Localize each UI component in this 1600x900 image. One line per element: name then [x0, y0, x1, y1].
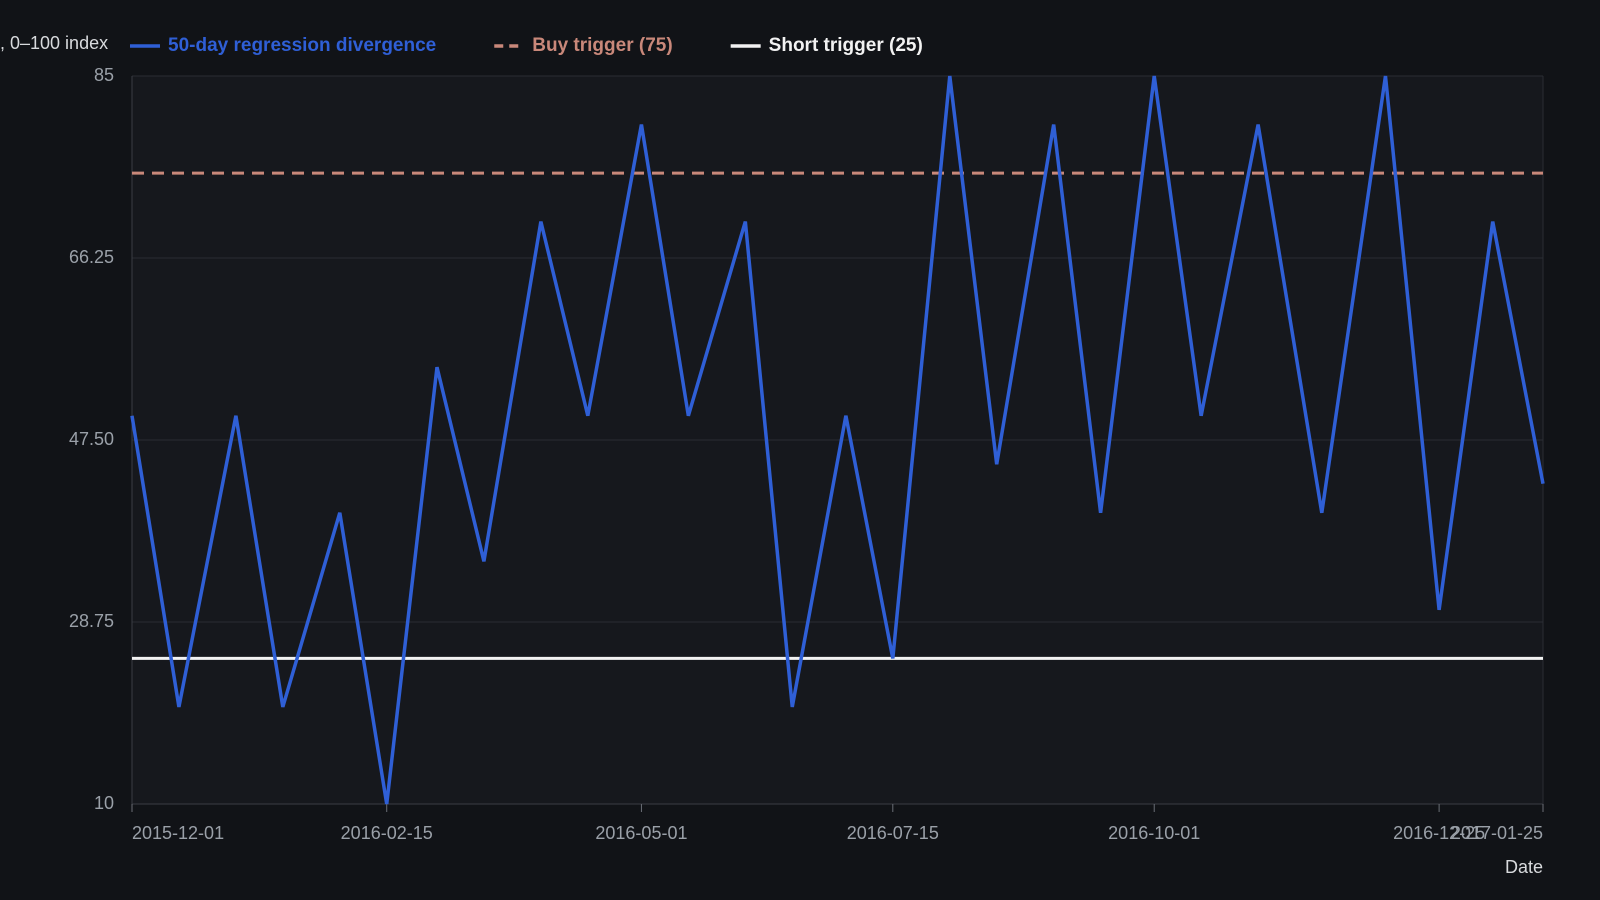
y-tick-label: 66.25 — [69, 247, 114, 267]
y-axis-label: , 0–100 index — [0, 33, 108, 53]
legend-label: 50-day regression divergence — [168, 35, 436, 56]
x-tick-label: 2017-01-25 — [1451, 823, 1543, 843]
y-tick-label: 10 — [94, 793, 114, 813]
legend-label: Short trigger (25) — [769, 35, 923, 56]
x-tick-label: 2016-10-01 — [1108, 823, 1200, 843]
x-tick-label: 2016-07-15 — [847, 823, 939, 843]
x-tick-label: 2016-05-01 — [595, 823, 687, 843]
y-tick-label: 47.50 — [69, 429, 114, 449]
legend-label: Buy trigger (75) — [532, 35, 672, 56]
y-tick-label: 85 — [94, 65, 114, 85]
y-tick-label: 28.75 — [69, 611, 114, 631]
x-tick-label: 2016-12-25 — [1393, 823, 1485, 843]
series-line — [130, 75, 1545, 805]
x-tick-label: 2015-12-01 — [132, 823, 224, 843]
x-tick-label: 2016-02-15 — [341, 823, 433, 843]
x-axis-label: Date — [1505, 857, 1543, 877]
